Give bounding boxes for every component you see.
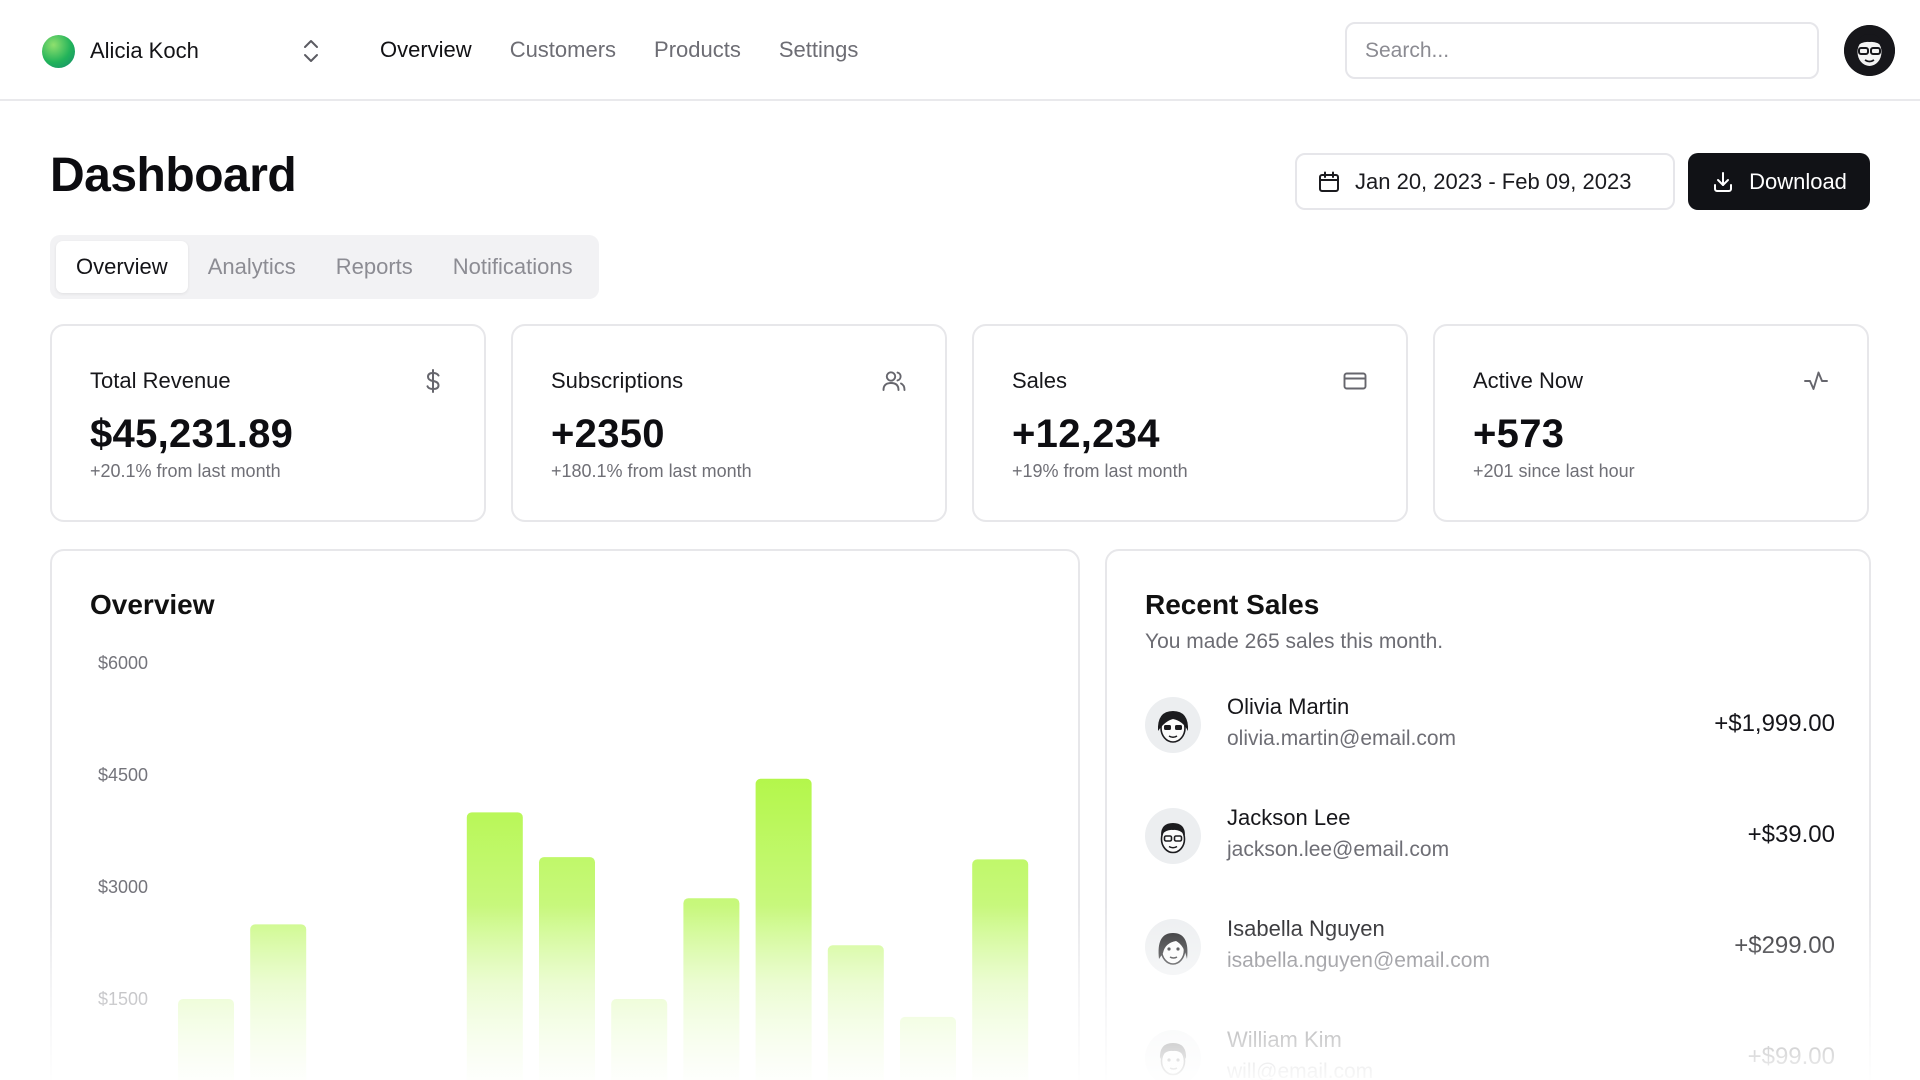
main-nav: Overview Customers Products Settings (380, 30, 858, 70)
download-button[interactable]: Download (1688, 153, 1870, 210)
team-name: Alicia Koch (90, 38, 199, 63)
date-range-picker[interactable]: Jan 20, 2023 - Feb 09, 2023 (1295, 153, 1675, 210)
stat-value: +12,234 (1012, 412, 1160, 456)
avatar-man-icon (1159, 1043, 1187, 1076)
stat-delta: +180.1% from last month (551, 461, 752, 481)
tab-list: Overview Analytics Reports Notifications (50, 235, 599, 299)
avatar-woman-icon (1158, 933, 1188, 965)
chevrons-up-down-icon[interactable] (300, 38, 322, 64)
sale-amount: +$1,999.00 (1714, 710, 1835, 737)
search-input[interactable] (1345, 22, 1819, 79)
stat-title: Subscriptions (551, 368, 684, 393)
stat-delta: +20.1% from last month (90, 461, 281, 481)
tab-overview[interactable]: Overview (56, 241, 188, 293)
recent-sales-title: Recent Sales (1145, 589, 1320, 620)
user-avatar-icon (1844, 25, 1895, 76)
customer-email: jackson.lee@email.com (1227, 838, 1450, 861)
sale-row[interactable]: Isabella Nguyen isabella.nguyen@email.co… (1145, 916, 1835, 976)
y-tick-label: $3000 (98, 877, 148, 897)
activity-icon (1804, 371, 1828, 390)
customer-email: isabella.nguyen@email.com (1227, 949, 1490, 972)
chart-bar[interactable] (539, 857, 595, 1080)
avatar-man-icon (1160, 823, 1186, 854)
sale-row[interactable]: William Kim will@email.com +$99.00 (1145, 1027, 1835, 1080)
credit-card-icon (1343, 372, 1367, 390)
stat-delta: +19% from last month (1012, 461, 1188, 481)
chart-bar[interactable] (900, 1016, 956, 1080)
stat-card-active-now: Active Now +573 +201 since last hour (1433, 324, 1869, 522)
chart-bar[interactable] (250, 924, 307, 1080)
recent-sales-card: Recent Sales You made 265 sales this mon… (1105, 549, 1871, 1080)
chart-bar[interactable] (611, 999, 668, 1080)
avatar-woman-icon (1157, 711, 1189, 743)
sale-amount: +$39.00 (1747, 821, 1835, 848)
tab-notifications[interactable]: Notifications (452, 254, 573, 279)
users-icon (882, 371, 906, 391)
download-icon (1714, 171, 1733, 192)
customer-avatar (1145, 919, 1201, 975)
stat-title: Total Revenue (90, 368, 231, 393)
stat-card-total-revenue: Total Revenue $45,231.89 +20.1% from las… (50, 324, 486, 522)
user-avatar[interactable] (1844, 25, 1895, 76)
y-tick-label: $4500 (98, 765, 148, 785)
stat-value: +2350 (551, 412, 665, 456)
sale-row[interactable]: Jackson Lee jackson.lee@email.com +$39.0… (1145, 805, 1835, 865)
sale-row[interactable]: Olivia Martin olivia.martin@email.com +$… (1145, 694, 1835, 754)
nav-link-settings[interactable]: Settings (778, 37, 859, 62)
stat-card-subscriptions: Subscriptions +2350 +180.1% from last mo… (511, 324, 947, 522)
nav-link-customers[interactable]: Customers (509, 37, 617, 62)
team-switcher[interactable]: Alicia Koch (42, 28, 322, 74)
stat-title: Sales (1012, 368, 1068, 393)
download-label: Download (1749, 168, 1847, 194)
sale-amount: +$99.00 (1747, 1043, 1835, 1070)
stat-value: +573 (1473, 412, 1565, 456)
customer-email: will@email.com (1227, 1060, 1374, 1080)
chart-bar[interactable] (466, 812, 523, 1080)
y-tick-label: $1500 (98, 989, 148, 1009)
nav-link-products[interactable]: Products (654, 37, 741, 62)
customer-email: olivia.martin@email.com (1227, 727, 1457, 750)
stat-title: Active Now (1473, 368, 1584, 393)
chart-bar[interactable] (972, 859, 1029, 1080)
page-title: Dashboard (50, 149, 297, 202)
team-logo-icon (42, 34, 75, 68)
tab-analytics[interactable]: Analytics (207, 254, 296, 279)
y-tick-label: $6000 (98, 653, 148, 673)
customer-name: Olivia Martin (1227, 694, 1350, 719)
nav-link-overview[interactable]: Overview (380, 37, 472, 62)
customer-avatar (1145, 697, 1201, 753)
chart-bar[interactable] (683, 898, 740, 1080)
date-range-label: Jan 20, 2023 - Feb 09, 2023 (1355, 168, 1632, 194)
calendar-icon (1319, 171, 1339, 192)
tab-reports[interactable]: Reports (335, 254, 413, 279)
overview-title: Overview (90, 589, 215, 620)
stat-delta: +201 since last hour (1473, 461, 1635, 481)
customer-avatar (1145, 1030, 1201, 1080)
customer-name: Jackson Lee (1227, 805, 1351, 830)
customer-name: Isabella Nguyen (1227, 916, 1385, 941)
recent-sales-subtitle: You made 265 sales this month. (1145, 630, 1444, 653)
overview-chart-card: Overview $6000 $4500 $3000 $1500 (50, 549, 1080, 1080)
customer-name: William Kim (1227, 1027, 1342, 1052)
chart-bar[interactable] (178, 999, 234, 1080)
chart-bar[interactable] (755, 778, 812, 1080)
stat-card-sales: Sales +12,234 +19% from last month (972, 324, 1408, 522)
dollar-icon (426, 369, 440, 393)
customer-avatar (1145, 808, 1201, 864)
top-navigation-bar: Alicia Koch Overview Customers Products … (0, 0, 1920, 101)
sale-amount: +$299.00 (1734, 932, 1835, 959)
stat-value: $45,231.89 (90, 412, 294, 456)
overview-bar-chart: $6000 $4500 $3000 $1500 (98, 653, 1029, 1080)
chart-bar[interactable] (827, 945, 884, 1080)
